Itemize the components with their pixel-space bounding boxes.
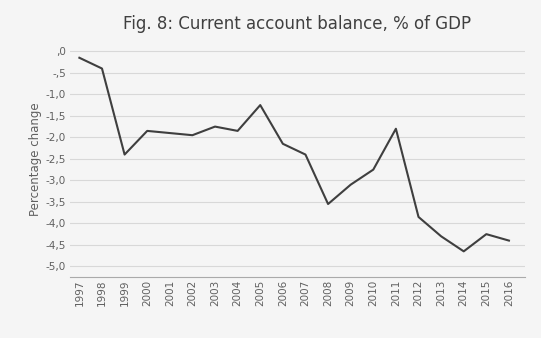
Y-axis label: Percentage change: Percentage change [29,102,42,216]
Title: Fig. 8: Current account balance, % of GDP: Fig. 8: Current account balance, % of GD… [123,16,472,33]
